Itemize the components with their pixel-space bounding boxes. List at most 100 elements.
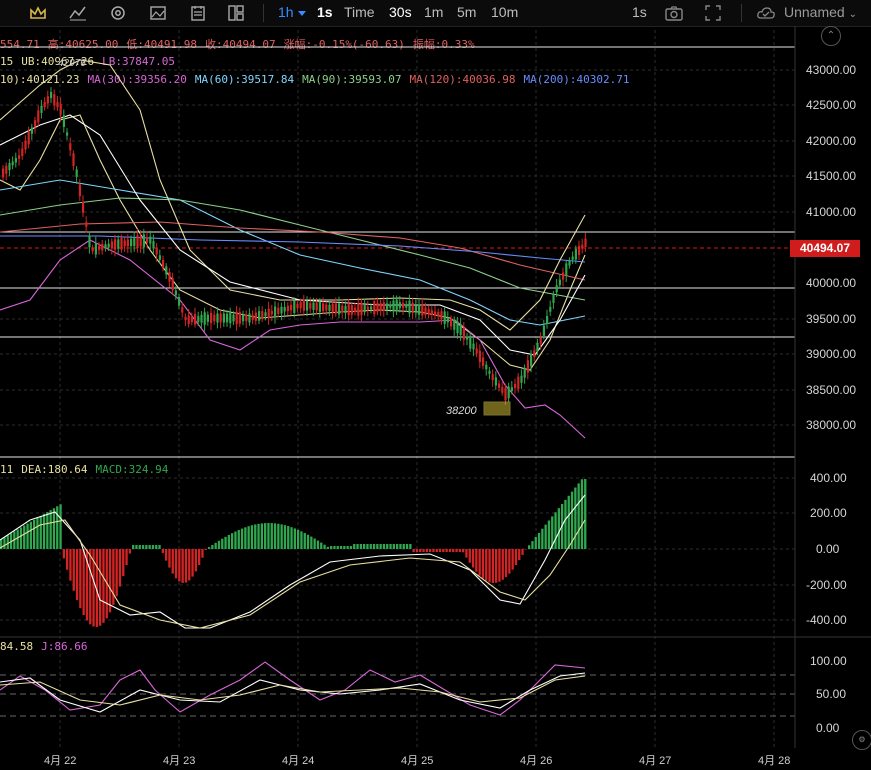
interval-1s[interactable]: 1s: [632, 4, 647, 20]
candle-body: [517, 376, 520, 389]
macd-bar: [254, 524, 257, 549]
candle-body: [533, 350, 536, 357]
candle-body: [469, 335, 472, 349]
macd-bar: [257, 523, 260, 549]
candle-body: [555, 285, 558, 293]
layout-name-dropdown[interactable]: Unnamed ⌄: [784, 4, 857, 20]
candle-body: [523, 367, 526, 378]
gear-icon[interactable]: ⚙: [852, 730, 871, 750]
indicator-icon[interactable]: [68, 3, 88, 23]
candle-body: [379, 303, 382, 311]
candle-body: [386, 303, 389, 310]
candle-body: [274, 306, 277, 318]
candle-body: [392, 300, 395, 312]
macd-bar: [168, 549, 171, 568]
candle-body: [571, 256, 574, 260]
macd-bar: [541, 528, 544, 549]
drawn-horizontal-lines[interactable]: [0, 46, 795, 338]
candle-body: [104, 244, 107, 249]
candle-body: [494, 377, 497, 386]
candle-body: [549, 306, 552, 312]
candle-body: [184, 316, 187, 321]
candle-body: [325, 304, 328, 311]
candle-body: [181, 307, 184, 313]
low-annotation-box[interactable]: [483, 401, 511, 416]
layout-icon[interactable]: [226, 3, 246, 23]
candle-body: [514, 383, 517, 389]
boll-mid: 15: [0, 55, 14, 68]
timeframe-10m[interactable]: 10m: [491, 4, 519, 20]
macd-bar: [521, 549, 524, 555]
vertical-gridlines: [59, 30, 775, 748]
macd-bar: [336, 546, 339, 549]
candle-body: [107, 243, 110, 248]
ma10-line: [0, 114, 586, 371]
candle-body: [382, 302, 385, 312]
macd-bar: [320, 542, 323, 549]
macd-bar: [462, 549, 465, 553]
candle-body: [2, 168, 5, 178]
macd-bar: [372, 544, 376, 549]
kdj-tick: 50.00: [816, 687, 847, 701]
candle-body: [427, 309, 430, 315]
date-tick: 4月 23: [163, 755, 196, 767]
timeframe-30s[interactable]: 30s: [389, 4, 412, 20]
kdj-legend: 84.58 J:86.66: [0, 640, 95, 653]
macd-bar: [508, 549, 511, 574]
candle-body: [187, 315, 190, 325]
candle-body: [213, 314, 216, 322]
candle-body: [526, 360, 529, 373]
ma200-line: [0, 235, 586, 263]
ohlc-low: 低:40491.98: [126, 38, 197, 51]
macd-bar: [330, 546, 333, 549]
calendar-icon[interactable]: [188, 3, 208, 23]
macd-bar: [207, 547, 211, 549]
timeframe-1s[interactable]: 1s: [317, 4, 333, 20]
timeframe-selector[interactable]: 1h: [278, 4, 306, 20]
timeframe-1m[interactable]: 1m: [424, 4, 444, 20]
chevron-up-icon[interactable]: ⌃: [821, 26, 841, 46]
candle-body: [286, 305, 289, 312]
macd-bar: [118, 549, 122, 587]
candle-body: [581, 244, 584, 249]
macd-bar: [399, 544, 402, 549]
candle-body: [238, 312, 241, 324]
toolbar-divider-2: [741, 4, 742, 22]
macd-bar: [422, 549, 425, 552]
settings-gear-icon[interactable]: [108, 3, 128, 23]
cloud-icon[interactable]: [756, 3, 776, 23]
macd-bar: [412, 549, 415, 552]
macd-bar: [547, 520, 551, 549]
candle-body: [27, 131, 30, 145]
macd-bar: [353, 544, 356, 549]
kdj-j: J:86.66: [41, 640, 88, 653]
candle-body: [206, 314, 209, 322]
candle-body: [462, 327, 465, 340]
candle-body: [142, 234, 145, 248]
macd-bar: [574, 487, 577, 549]
macd-bar: [247, 526, 250, 549]
macd-bar: [359, 544, 362, 549]
candle-body: [21, 148, 24, 157]
candle-body: [283, 307, 286, 312]
macd-bar: [495, 549, 498, 583]
candle-body: [520, 375, 523, 383]
macd-bar: [260, 523, 263, 549]
image-icon[interactable]: [148, 3, 168, 23]
macd-histogram: [0, 479, 587, 627]
camera-icon[interactable]: [664, 3, 684, 23]
fullscreen-icon[interactable]: [703, 3, 723, 23]
timeframe-5m[interactable]: 5m: [457, 4, 477, 20]
candle-body: [165, 266, 168, 275]
candle-body: [14, 157, 17, 163]
candle-body: [373, 301, 376, 315]
crown-icon[interactable]: [28, 3, 48, 23]
macd-bar: [184, 549, 188, 583]
candle-body: [43, 101, 46, 108]
timeframe-time[interactable]: Time: [344, 4, 375, 20]
candle-body: [558, 279, 561, 286]
macd-bar: [432, 549, 435, 552]
macd-dif-line: [0, 494, 586, 629]
candle-body: [328, 304, 331, 311]
